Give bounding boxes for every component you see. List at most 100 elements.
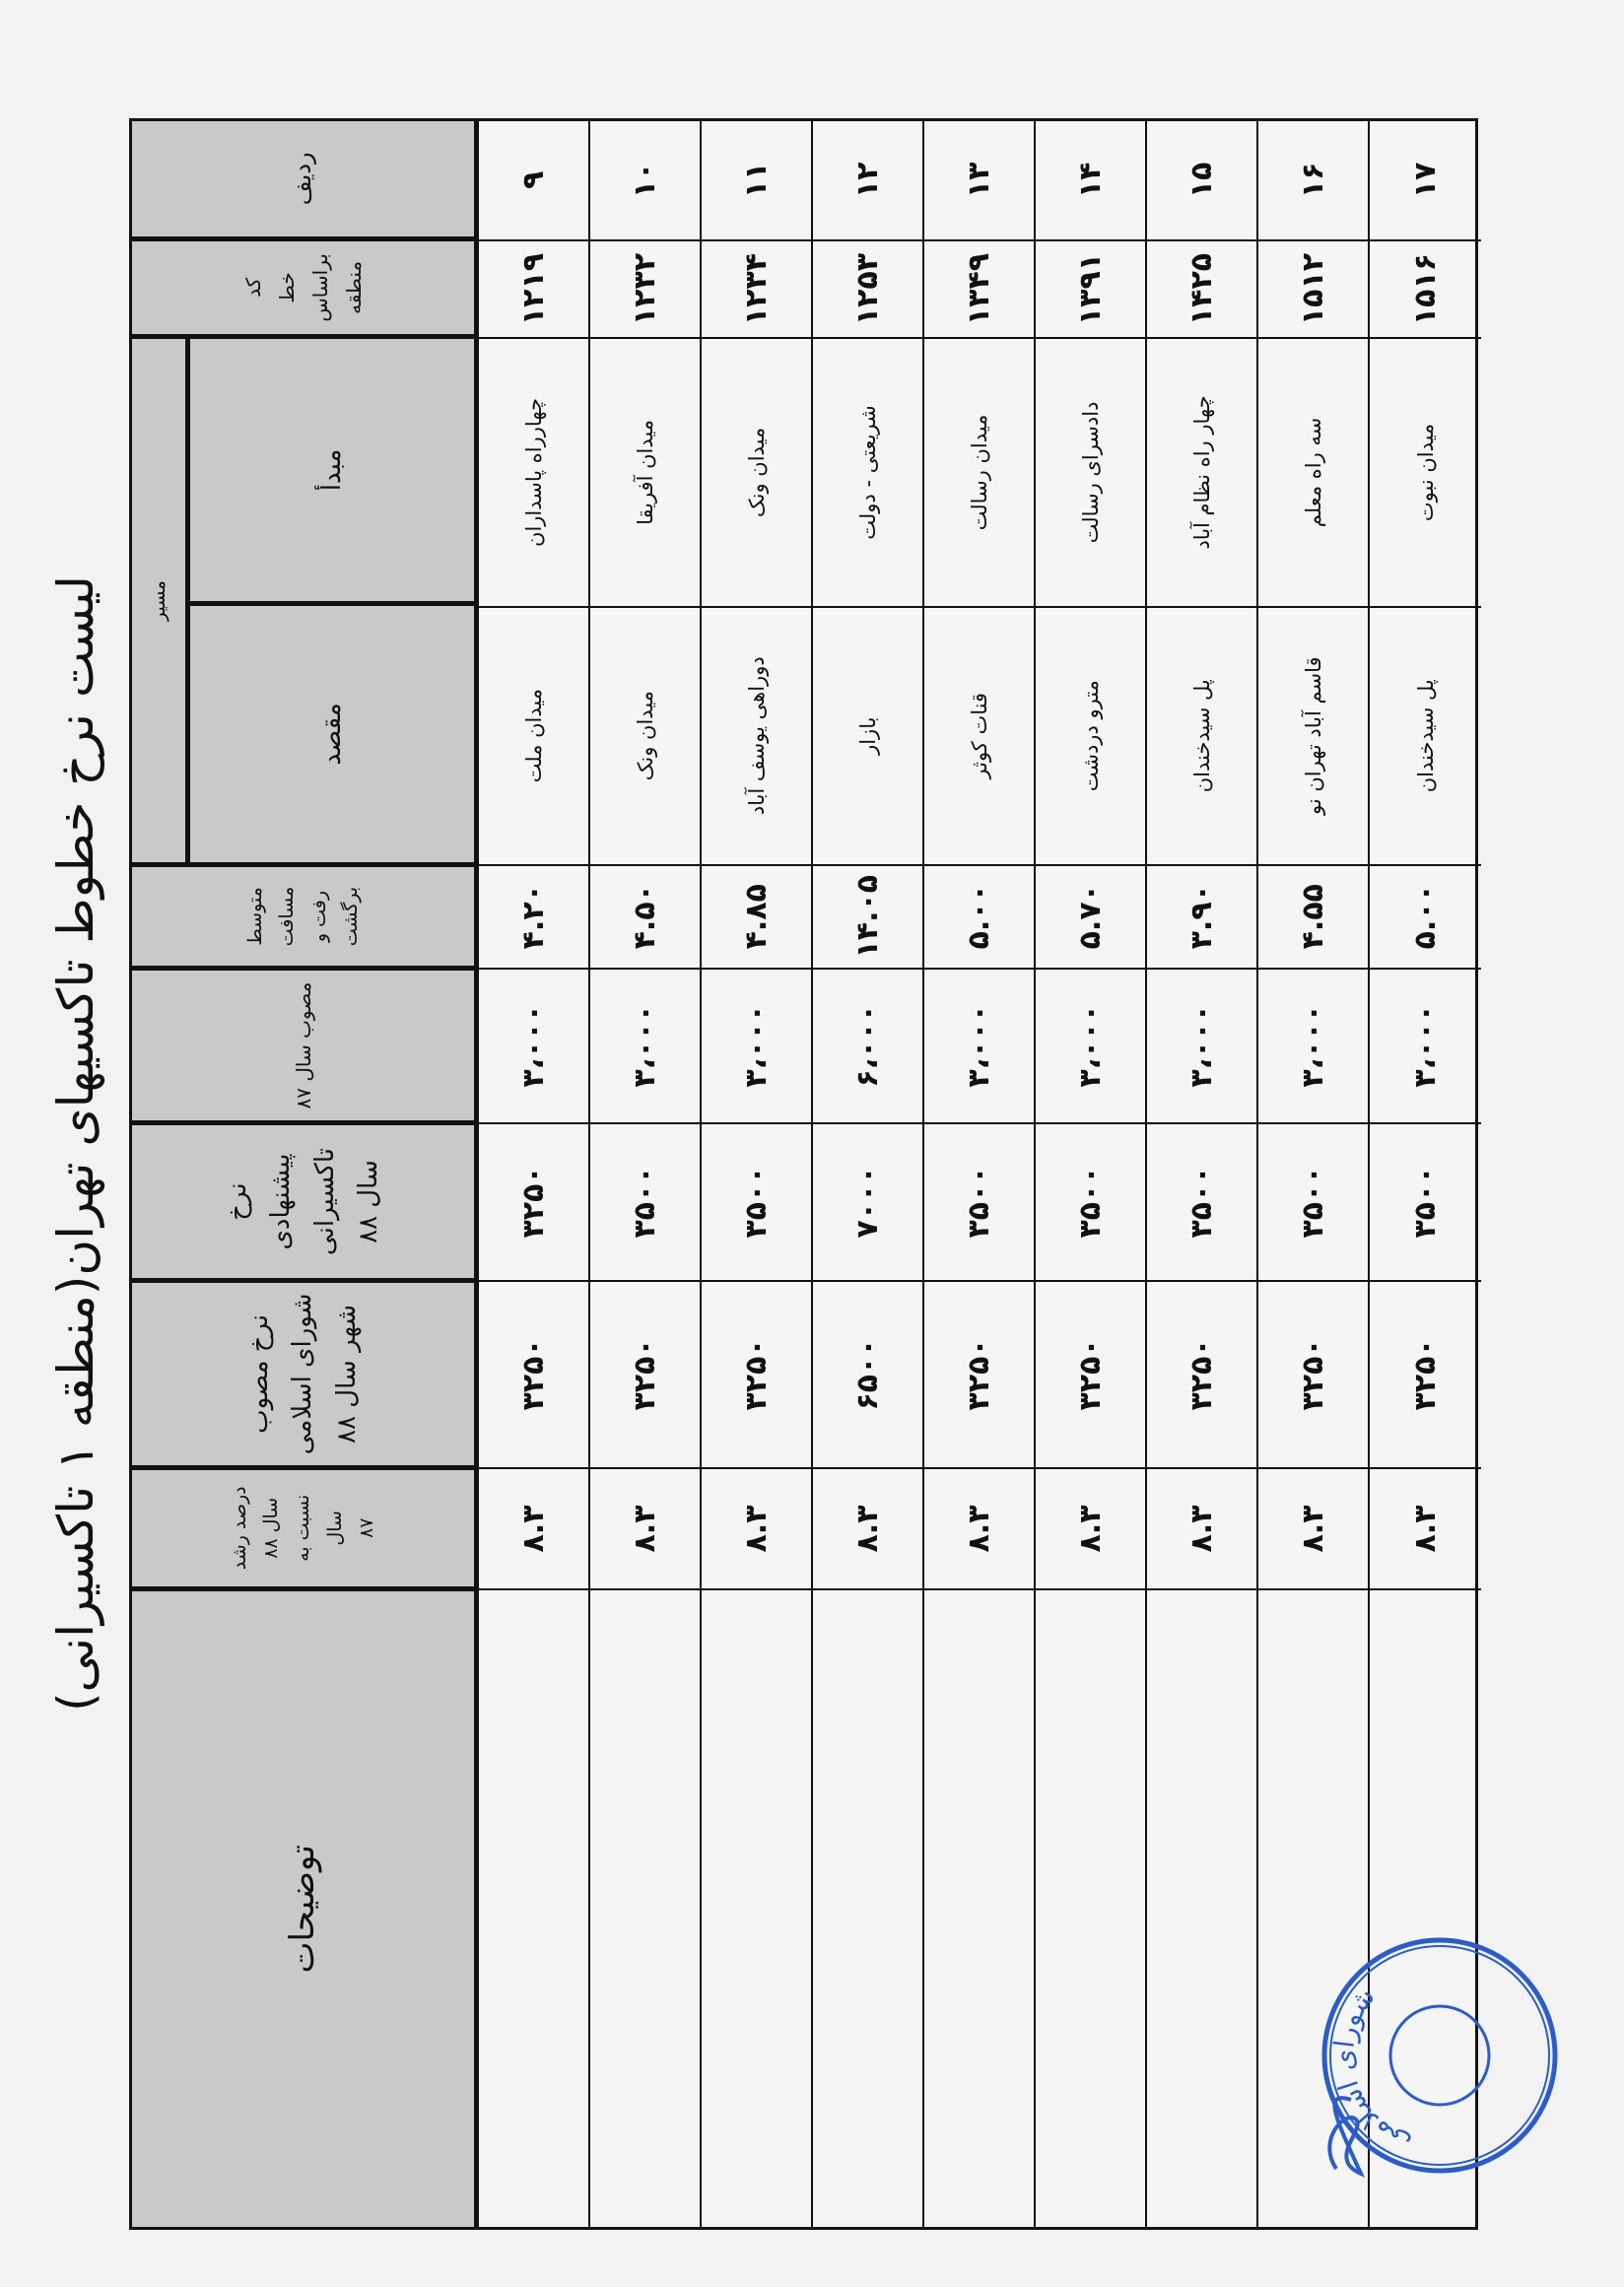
cell-council-88: ۶۵۰۰	[813, 1281, 922, 1470]
header-origin: مبدأ	[190, 339, 474, 606]
cell-avg-distance: ۵.۰۰	[924, 865, 1034, 970]
cell-origin: دادسرای رسالت	[1036, 339, 1145, 608]
cell-avg-distance: ۴.۵۵	[1258, 865, 1368, 970]
cell-council-88: ۳۲۵۰	[1258, 1281, 1368, 1470]
cell-growth: ۸.۳	[590, 1469, 700, 1590]
cell-origin: چهار راه نظام آباد	[1147, 339, 1256, 608]
cell-approved-87: ۳،۰۰۰	[924, 969, 1034, 1125]
cell-row-no: ۱۲	[813, 121, 922, 241]
cell-approved-87: ۳،۰۰۰	[590, 969, 700, 1125]
cell-line-code: ۱۵۱۲	[1258, 240, 1368, 340]
cell-destination: مترو دردشت	[1036, 607, 1145, 866]
cell-growth: ۸.۳	[924, 1469, 1034, 1590]
cell-avg-distance: ۵.۷۰	[1036, 865, 1145, 970]
cell-row-no: ۱۵	[1147, 121, 1256, 241]
cell-proposed-88: ۳۵۰۰	[1370, 1124, 1481, 1282]
cell-notes	[1036, 1590, 1145, 2227]
table-header: ردیف کد خط براساس منطقه مسیر مبدأ مقصد م…	[132, 121, 479, 2227]
cell-approved-87: ۳،۰۰۰	[1036, 969, 1145, 1125]
cell-destination: پل سیدخندان	[1147, 607, 1256, 866]
cell-proposed-88: ۳۵۰۰	[1036, 1124, 1145, 1282]
cell-row-no: ۱۶	[1258, 121, 1368, 241]
cell-proposed-88: ۳۵۰۰	[590, 1124, 700, 1282]
cell-avg-distance: ۴.۸۵	[702, 865, 811, 970]
header-council-88: نرخ مصوب شورای اسلامی شهر سال ۸۸	[132, 1282, 474, 1471]
header-approved-87: مصوب سال ۸۷	[132, 970, 474, 1126]
cell-approved-87: ۳،۰۰۰	[1370, 969, 1481, 1125]
cell-notes	[590, 1590, 700, 2227]
cell-proposed-88: ۳۵۰۰	[1258, 1124, 1368, 1282]
cell-destination: پل سیدخندان	[1370, 607, 1481, 866]
header-route: مسیر	[132, 339, 190, 863]
cell-growth: ۸.۳	[1370, 1469, 1481, 1590]
header-row-no: ردیف	[132, 121, 474, 241]
cell-origin: شریعتی - دولت	[813, 339, 922, 608]
table-row: ۱۵ ۱۴۲۵ چهار راه نظام آباد پل سیدخندان ۳.۹۰ ۳…	[1147, 121, 1258, 2227]
cell-destination: میدان ونک	[590, 607, 700, 866]
cell-council-88: ۳۲۵۰	[924, 1281, 1034, 1470]
cell-council-88: ۳۲۵۰	[1370, 1281, 1481, 1470]
cell-approved-87: ۳،۰۰۰	[479, 969, 588, 1125]
cell-origin: میدان رسالت	[924, 339, 1034, 608]
cell-row-no: ۱۱	[702, 121, 811, 241]
table-row: ۱۶ ۱۵۱۲ سه راه معلم قاسم آباد تهران نو ۴.۵۵ ۳…	[1258, 121, 1370, 2227]
table-row: ۱۴ ۱۳۹۱ دادسرای رسالت مترو دردشت ۵.۷۰ ۳،۰۰۰ ۳۵…	[1036, 121, 1147, 2227]
signature-scribble	[1327, 2096, 1365, 2178]
cell-avg-distance: ۴.۲۰	[479, 865, 588, 970]
cell-origin: میدان ونک	[702, 339, 811, 608]
table-row: ۱۱ ۱۲۳۴ میدان ونک دوراهی یوسف آباد ۴.۸۵ ۳،۰۰۰…	[702, 121, 813, 2227]
cell-row-no: ۱۷	[1370, 121, 1481, 241]
cell-council-88: ۳۲۵۰	[1147, 1281, 1256, 1470]
document-title: لیست نرخ خطوط تاکسیهای تهران(منطقه ۱ تاک…	[47, 575, 104, 1712]
cell-avg-distance: ۵.۰۰	[1370, 865, 1481, 970]
cell-growth: ۸.۳	[1258, 1469, 1368, 1590]
cell-line-code: ۱۳۴۹	[924, 240, 1034, 340]
cell-origin: سه راه معلم	[1258, 339, 1368, 608]
cell-notes	[702, 1590, 811, 2227]
cell-line-code: ۱۲۱۹	[479, 240, 588, 340]
cell-notes	[813, 1590, 922, 2227]
cell-row-no: ۱۴	[1036, 121, 1145, 241]
cell-line-code: ۱۲۵۳	[813, 240, 922, 340]
cell-growth: ۸.۳	[1147, 1469, 1256, 1590]
table-row: ۱۷ ۱۵۱۶ میدان نبوت پل سیدخندان ۵.۰۰ ۳،۰۰۰ ۳۵۰۰…	[1370, 121, 1481, 2227]
cell-approved-87: ۳،۰۰۰	[702, 969, 811, 1125]
table-body: ۹ ۱۲۱۹ چهارراه پاسداران میدان ملت ۴.۲۰ ۳،۰۰۰ ۳…	[479, 121, 1481, 2227]
cell-row-no: ۹	[479, 121, 588, 241]
table-row: ۱۲ ۱۲۵۳ شریعتی - دولت بازار ۱۴.۰۵ ۶،۰۰۰ ۷۰۰۰ ۶۵…	[813, 121, 924, 2227]
cell-council-88: ۳۲۵۰	[1036, 1281, 1145, 1470]
stamp-text: شورای اسلامی	[1327, 1981, 1416, 2161]
cell-destination: دوراهی یوسف آباد	[702, 607, 811, 866]
cell-approved-87: ۶،۰۰۰	[813, 969, 922, 1125]
cell-line-code: ۱۲۳۴	[702, 240, 811, 340]
cell-line-code: ۱۴۲۵	[1147, 240, 1256, 340]
cell-line-code: ۱۲۳۲	[590, 240, 700, 340]
cell-avg-distance: ۴.۵۰	[590, 865, 700, 970]
cell-proposed-88: ۳۵۰۰	[924, 1124, 1034, 1282]
table-row: ۱۰ ۱۲۳۲ میدان آفریقا میدان ونک ۴.۵۰ ۳،۰۰۰ ۳۵۰۰…	[590, 121, 702, 2227]
cell-growth: ۸.۳	[1036, 1469, 1145, 1590]
cell-council-88: ۳۲۵۰	[702, 1281, 811, 1470]
cell-destination: میدان ملت	[479, 607, 588, 866]
header-route-group: مسیر مبدأ مقصد	[132, 339, 474, 868]
header-line-code: کد خط براساس منطقه	[132, 240, 474, 340]
header-avg-distance: متوسط مسافت رفت و برگشت	[132, 867, 474, 971]
table-row: ۹ ۱۲۱۹ چهارراه پاسداران میدان ملت ۴.۲۰ ۳،۰۰۰ ۳…	[479, 121, 590, 2227]
fare-table: ردیف کد خط براساس منطقه مسیر مبدأ مقصد م…	[129, 118, 1481, 2230]
cell-line-code: ۱۳۹۱	[1036, 240, 1145, 340]
cell-notes	[1147, 1590, 1256, 2227]
cell-origin: میدان آفریقا	[590, 339, 700, 608]
cell-line-code: ۱۵۱۶	[1370, 240, 1481, 340]
cell-destination: بازار	[813, 607, 922, 866]
cell-approved-87: ۳،۰۰۰	[1258, 969, 1368, 1125]
header-growth: درصد رشد سال ۸۸ نسبت به سال ۸۷	[132, 1470, 474, 1591]
cell-proposed-88: ۷۰۰۰	[813, 1124, 922, 1282]
cell-growth: ۸.۳	[702, 1469, 811, 1590]
cell-origin: چهارراه پاسداران	[479, 339, 588, 608]
cell-council-88: ۳۲۵۰	[590, 1281, 700, 1470]
cell-avg-distance: ۱۴.۰۵	[813, 865, 922, 970]
cell-proposed-88: ۳۵۰۰	[702, 1124, 811, 1282]
cell-approved-87: ۳،۰۰۰	[1147, 969, 1256, 1125]
header-proposed-88: نرخ پیشنهادی تاکسیرانی سال ۸۸	[132, 1125, 474, 1283]
